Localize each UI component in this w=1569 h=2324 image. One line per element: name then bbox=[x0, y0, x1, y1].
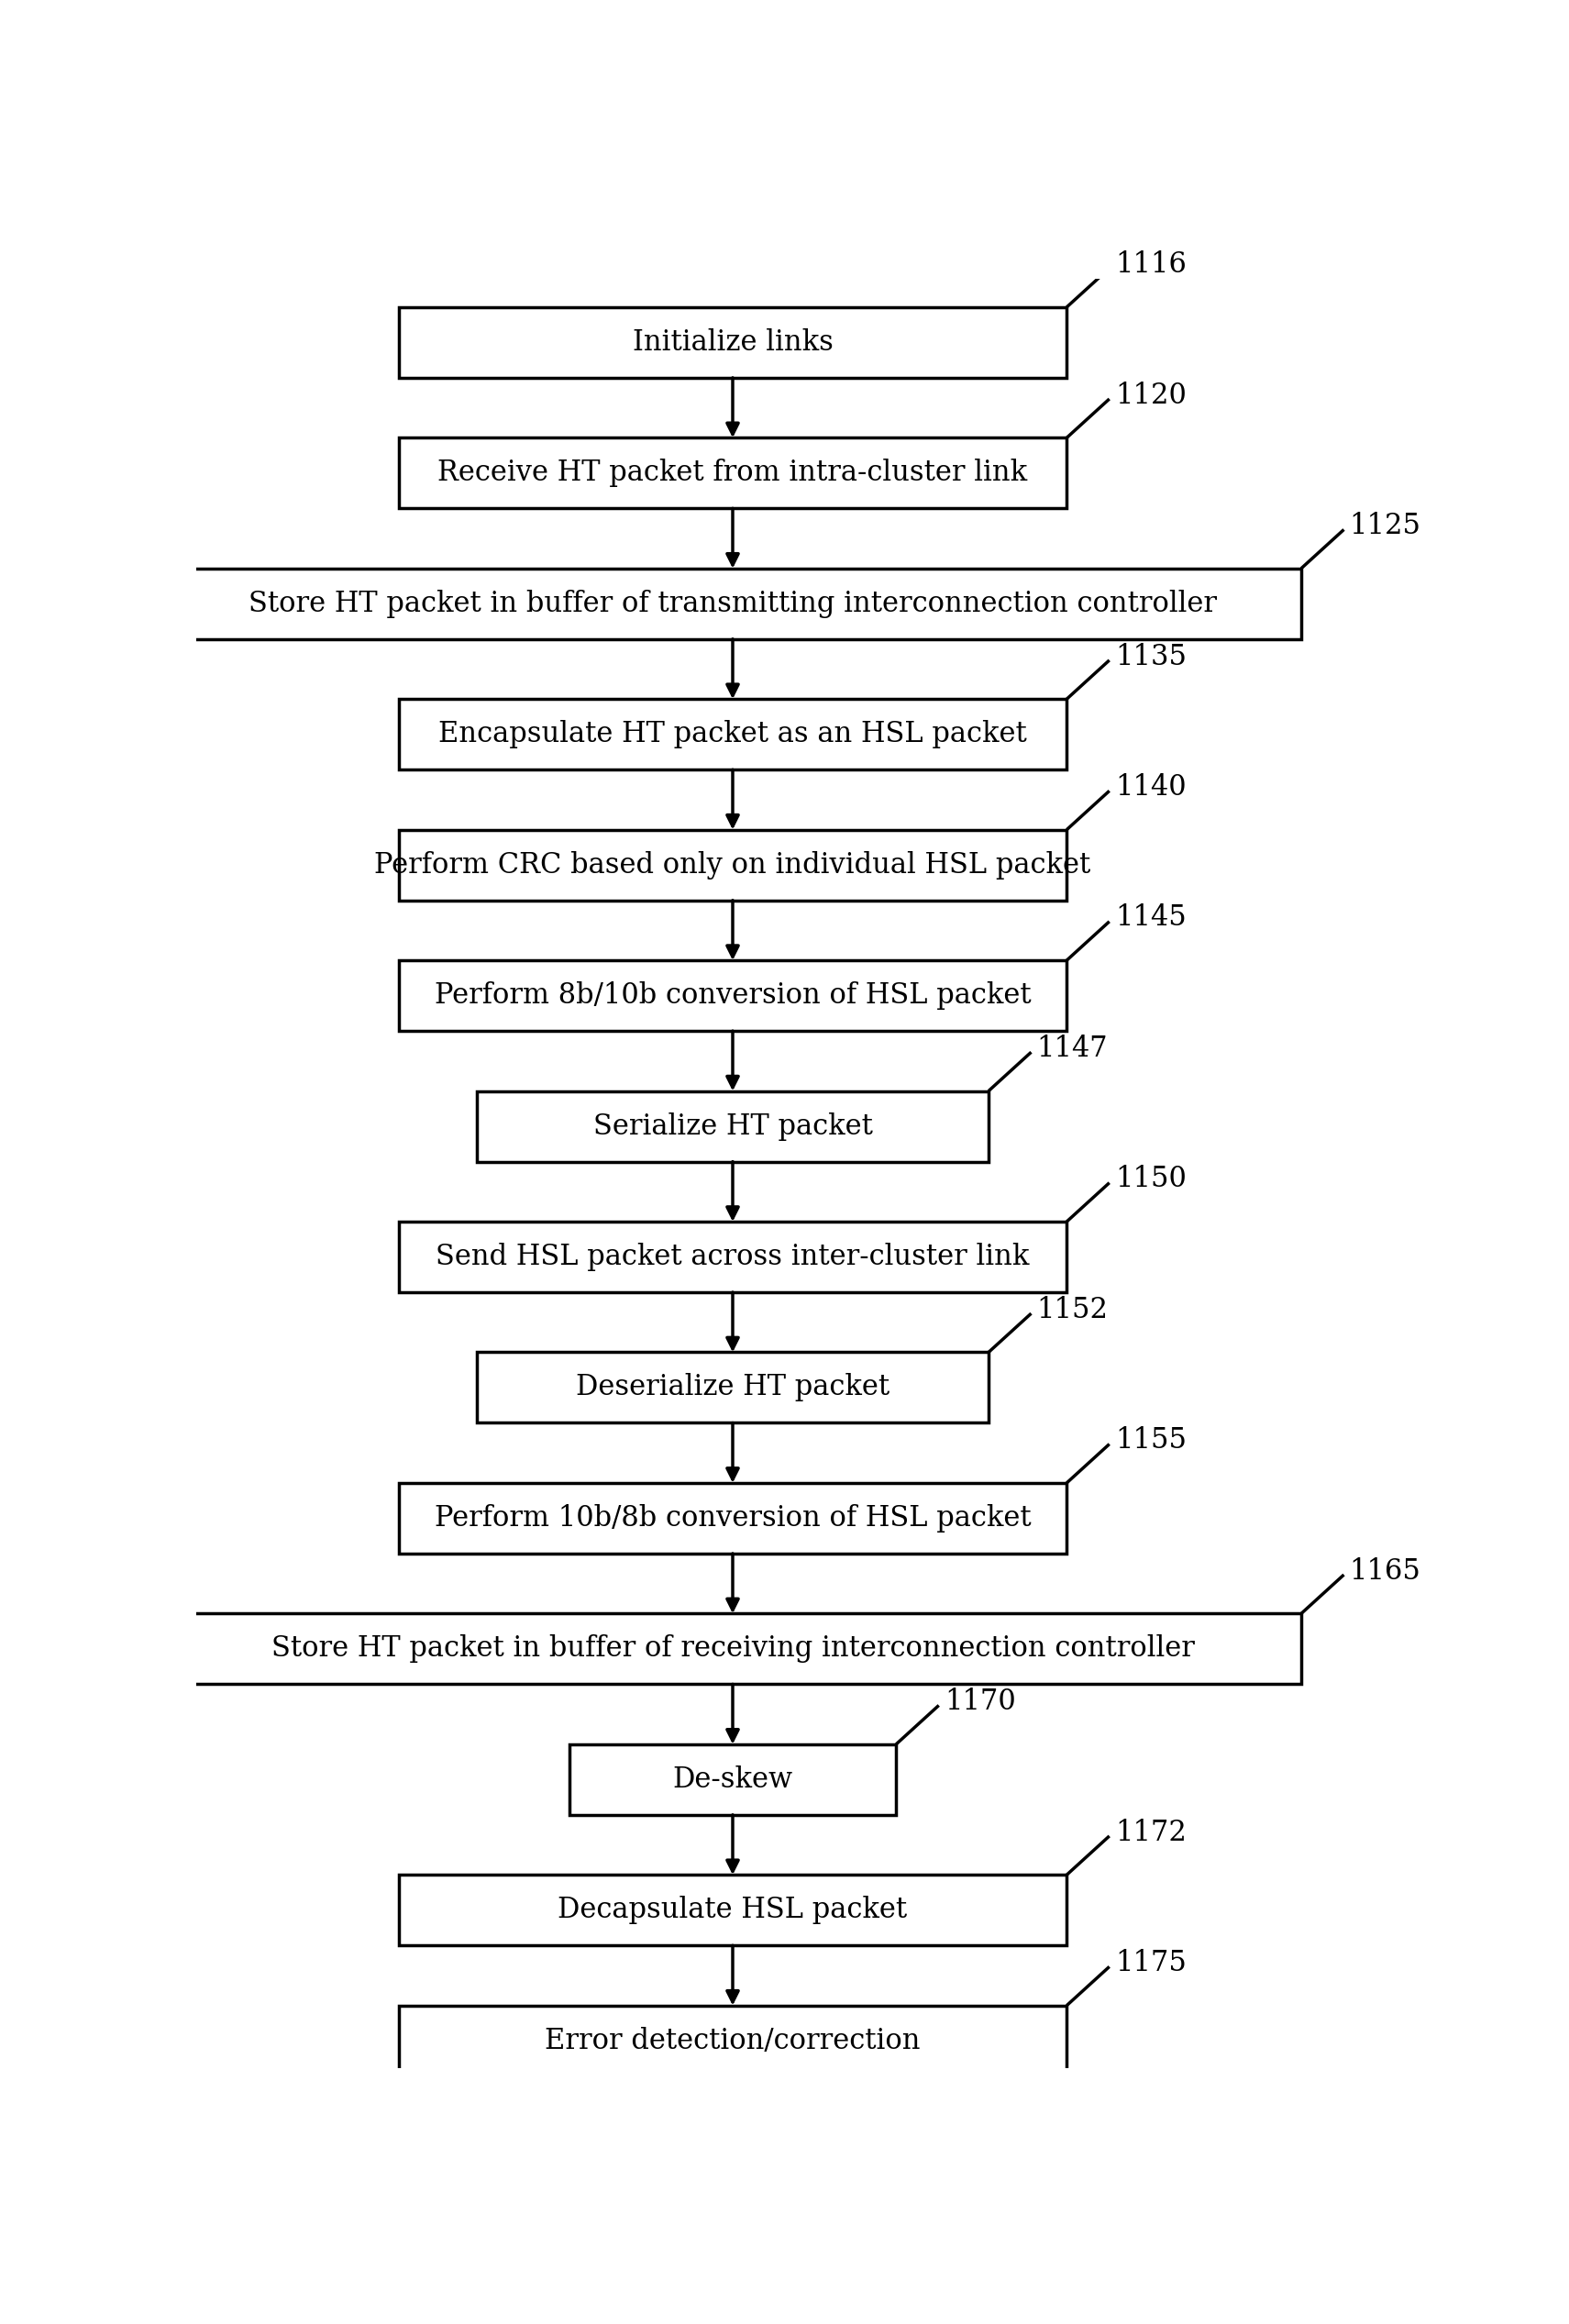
Bar bbox=[399, 437, 1067, 509]
Bar bbox=[399, 2006, 1067, 2075]
Bar bbox=[477, 1353, 988, 1422]
Bar bbox=[399, 700, 1067, 769]
Text: Encapsulate HT packet as an HSL packet: Encapsulate HT packet as an HSL packet bbox=[438, 720, 1028, 748]
Text: 1175: 1175 bbox=[1116, 1950, 1186, 1978]
Text: 1120: 1120 bbox=[1116, 381, 1186, 409]
Text: 1155: 1155 bbox=[1116, 1427, 1186, 1455]
Text: Store HT packet in buffer of transmitting interconnection controller: Store HT packet in buffer of transmittin… bbox=[248, 590, 1218, 618]
Text: Initialize links: Initialize links bbox=[632, 328, 833, 356]
Text: Store HT packet in buffer of receiving interconnection controller: Store HT packet in buffer of receiving i… bbox=[271, 1634, 1194, 1664]
Text: 1135: 1135 bbox=[1116, 641, 1186, 672]
Text: De-skew: De-skew bbox=[673, 1766, 792, 1794]
Text: 1152: 1152 bbox=[1037, 1297, 1108, 1325]
Text: 1125: 1125 bbox=[1349, 511, 1422, 539]
Bar bbox=[399, 960, 1067, 1032]
Text: 1147: 1147 bbox=[1037, 1034, 1108, 1062]
Bar bbox=[399, 1483, 1067, 1552]
Bar bbox=[399, 830, 1067, 899]
Bar bbox=[165, 569, 1301, 639]
Text: Perform 10b/8b conversion of HSL packet: Perform 10b/8b conversion of HSL packet bbox=[435, 1504, 1031, 1532]
Bar bbox=[399, 1875, 1067, 1945]
Text: Send HSL packet across inter-cluster link: Send HSL packet across inter-cluster lin… bbox=[436, 1243, 1029, 1271]
Bar bbox=[477, 1090, 988, 1162]
Text: 1116: 1116 bbox=[1116, 251, 1186, 279]
Text: 1150: 1150 bbox=[1116, 1164, 1186, 1195]
Text: 1140: 1140 bbox=[1116, 774, 1186, 802]
Bar bbox=[399, 307, 1067, 379]
Text: Deserialize HT packet: Deserialize HT packet bbox=[576, 1373, 890, 1401]
Bar bbox=[570, 1745, 896, 1815]
Bar bbox=[165, 1613, 1301, 1685]
Text: Serialize HT packet: Serialize HT packet bbox=[593, 1113, 872, 1141]
Bar bbox=[399, 1222, 1067, 1292]
Text: 1170: 1170 bbox=[945, 1687, 1015, 1715]
Text: Perform CRC based only on individual HSL packet: Perform CRC based only on individual HSL… bbox=[375, 851, 1090, 878]
Text: 1172: 1172 bbox=[1116, 1817, 1186, 1848]
Text: 1165: 1165 bbox=[1349, 1557, 1422, 1585]
Text: Receive HT packet from intra-cluster link: Receive HT packet from intra-cluster lin… bbox=[438, 458, 1028, 488]
Text: 1145: 1145 bbox=[1116, 904, 1186, 932]
Text: Decapsulate HSL packet: Decapsulate HSL packet bbox=[559, 1896, 907, 1924]
Text: Error detection/correction: Error detection/correction bbox=[544, 2027, 921, 2054]
Text: Perform 8b/10b conversion of HSL packet: Perform 8b/10b conversion of HSL packet bbox=[435, 981, 1031, 1011]
